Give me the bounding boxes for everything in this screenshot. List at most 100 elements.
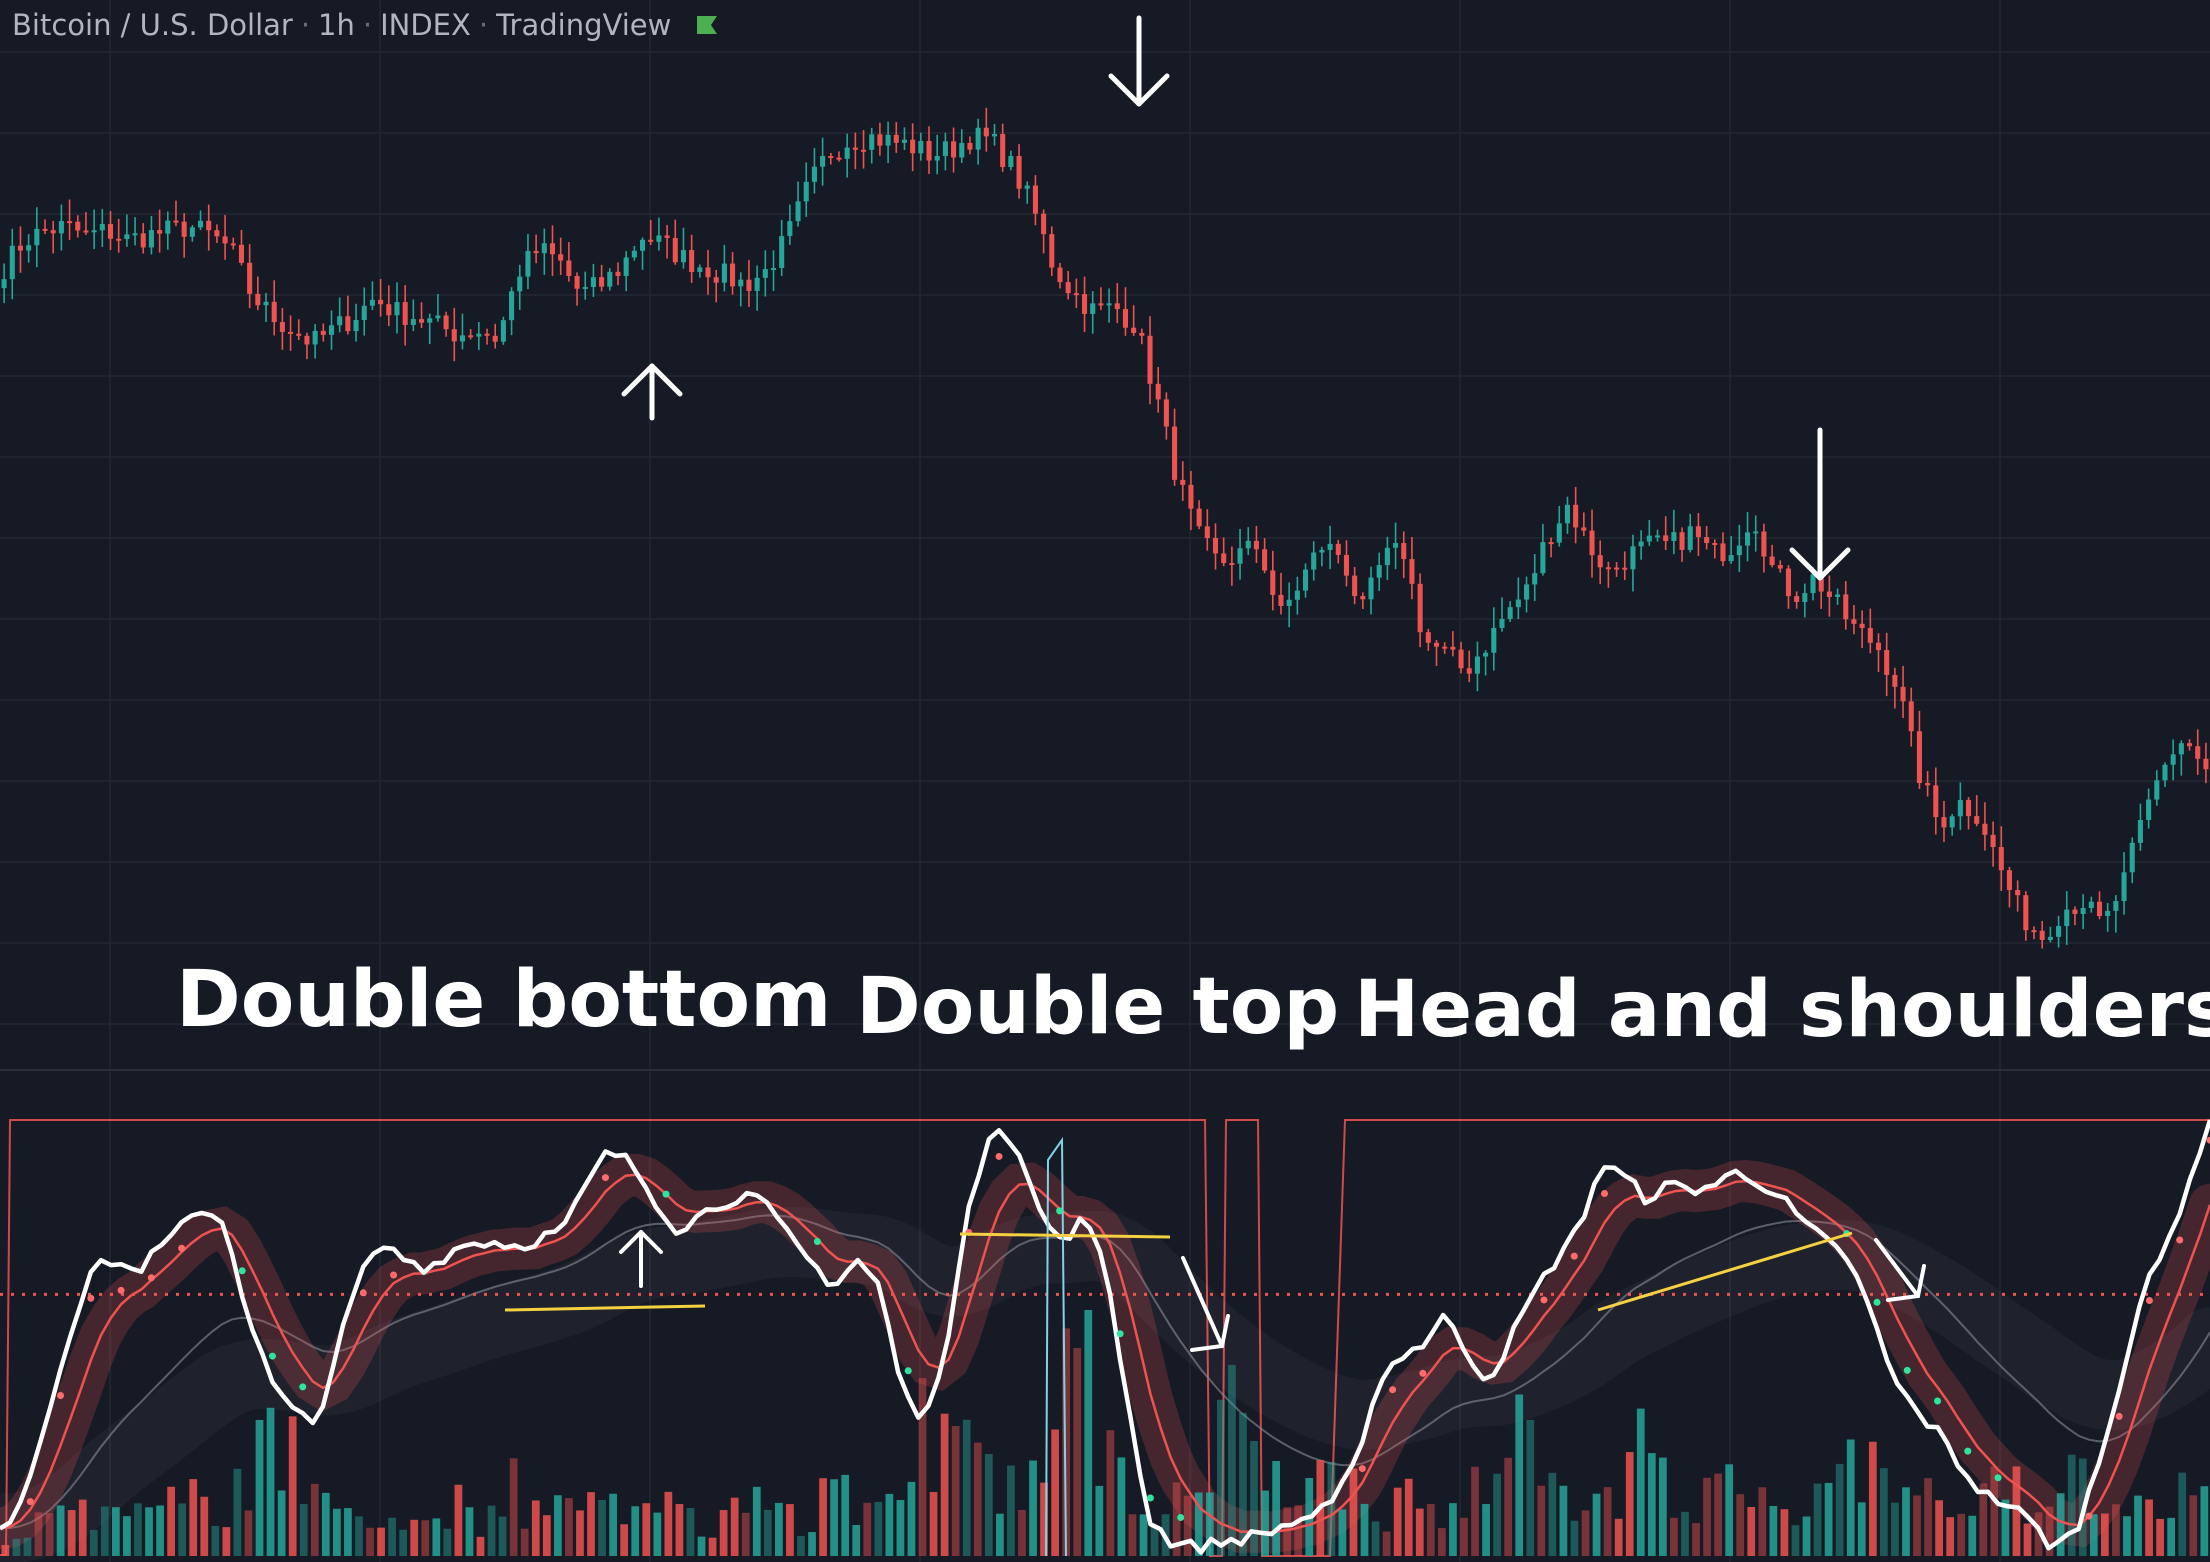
candle [1090, 291, 1096, 334]
candle [1343, 540, 1350, 587]
candle [541, 228, 547, 275]
volume-bar [763, 1509, 772, 1556]
volume-bar [366, 1527, 374, 1556]
signal-dot [1903, 1366, 1911, 1374]
volume-bar [1393, 1487, 1402, 1556]
candle [1172, 408, 1178, 486]
signal-dot [1964, 1447, 1972, 1455]
signal-dot [1116, 1330, 1124, 1338]
signal-dot [2145, 1296, 2153, 1304]
candle-body [271, 301, 277, 323]
volume-bar [741, 1512, 750, 1556]
candle [1704, 526, 1710, 550]
candle-body [1875, 642, 1882, 651]
candle-body [353, 319, 359, 332]
candle [1679, 527, 1685, 562]
volume-bar [288, 1416, 297, 1556]
candle-body [631, 250, 637, 258]
candle-body [304, 335, 310, 345]
candle-body [1081, 294, 1088, 314]
candle [1057, 262, 1063, 289]
candle-body [1826, 591, 1832, 597]
candle [1949, 813, 1955, 836]
volume-bar [973, 1442, 982, 1556]
candle [803, 162, 809, 217]
candle-body [1597, 555, 1603, 568]
candle-body [967, 142, 973, 150]
candle-body [1384, 547, 1390, 566]
volume-bar [1791, 1525, 1800, 1556]
candle-body [1458, 649, 1464, 669]
candle [1974, 795, 1980, 827]
candle [1417, 573, 1423, 648]
candle [1384, 536, 1390, 580]
arrow-up-icon-head [619, 1230, 663, 1254]
arrow-down-icon [1108, 15, 1170, 107]
interval[interactable]: 1h [318, 8, 355, 42]
candle-body [263, 301, 269, 306]
candle-body [1065, 282, 1071, 294]
candle-body [1090, 303, 1096, 314]
candle-body [1523, 584, 1530, 600]
candle-body [288, 331, 294, 334]
candle [492, 323, 498, 349]
volume-bar [520, 1528, 529, 1556]
volume-bar [1172, 1482, 1181, 1556]
candle [746, 259, 752, 307]
candle-body [1540, 542, 1546, 574]
volume-bar [321, 1492, 330, 1556]
candle [476, 321, 482, 351]
volume-bar [2101, 1513, 2109, 1556]
candle [697, 264, 703, 278]
candle-body [1, 279, 7, 289]
candle-body [1974, 816, 1980, 824]
candle-body [75, 221, 81, 231]
volume-bar [2123, 1516, 2131, 1556]
candle-body [1884, 650, 1890, 675]
candle-body [934, 156, 940, 161]
volume-bar [1073, 1347, 1082, 1556]
candle [1278, 572, 1284, 615]
flag-icon[interactable] [695, 14, 719, 36]
volume-bar [929, 1492, 938, 1556]
candle-body [2039, 930, 2045, 940]
volume-bar [1957, 1513, 1966, 1556]
candle [2154, 770, 2160, 806]
volume-bar [2145, 1499, 2153, 1556]
candle [2162, 762, 2168, 788]
signal-dot [178, 1244, 186, 1252]
candle [2023, 891, 2029, 941]
candle-body [459, 335, 466, 342]
volume-bar [244, 1510, 253, 1556]
candle [1221, 537, 1227, 567]
candle-body [1867, 628, 1873, 643]
candle [1474, 641, 1480, 692]
candle [2121, 852, 2127, 915]
volume-bar [2134, 1495, 2142, 1556]
candle-body [1916, 731, 1922, 784]
candle [197, 210, 204, 231]
candle [1638, 530, 1644, 560]
candle [402, 285, 408, 346]
candle-body [1286, 599, 1292, 606]
volume-bar [399, 1529, 408, 1556]
volume-bar [2112, 1504, 2120, 1556]
candle-body [582, 286, 588, 289]
candle-body [107, 224, 114, 239]
candle-body [402, 302, 408, 325]
volume-bar [1659, 1457, 1667, 1556]
candle [1622, 551, 1628, 581]
candle-body [1654, 535, 1661, 538]
candle-body [99, 224, 105, 231]
candle-body [2023, 895, 2029, 931]
symbol-name[interactable]: Bitcoin / U.S. Dollar [12, 8, 293, 42]
candle-body [1016, 156, 1022, 189]
candle [26, 234, 32, 263]
candle-body [1736, 545, 1742, 556]
candle [2056, 915, 2062, 948]
candle [1614, 562, 1620, 577]
candle-body [828, 156, 834, 159]
candle [885, 121, 891, 164]
volume-bar [686, 1508, 695, 1556]
volume-bar [222, 1527, 231, 1556]
